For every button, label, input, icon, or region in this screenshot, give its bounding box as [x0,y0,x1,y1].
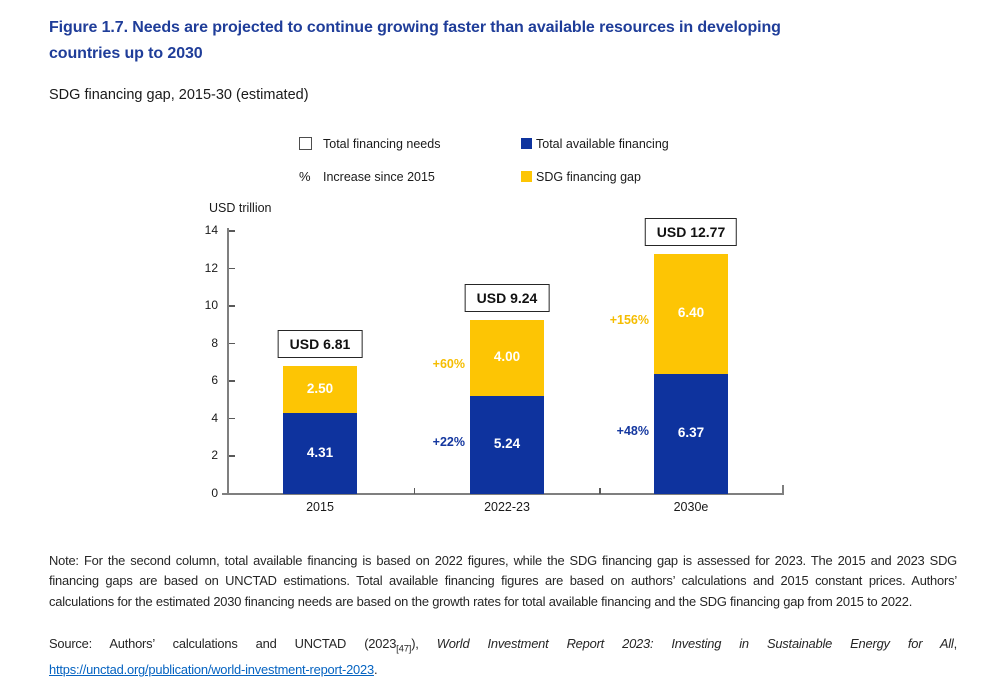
x-axis-category-label: 2015 [306,500,334,514]
legend-total-financing-needs: Total financing needs [299,136,440,151]
y-axis-tick-label: 14 [204,223,218,237]
source-hyperlink[interactable]: https://unctad.org/publication/world-inv… [49,662,374,678]
yellow-square-icon [521,171,532,182]
y-axis-tick-label: 10 [204,298,218,313]
x-axis-tick [413,488,415,494]
legend-label: Total financing needs [323,136,441,151]
source-citation-ref: [47] [396,643,412,655]
note-text: Note: For the second column, total avail… [49,553,957,609]
y-axis-tick-label: 8 [211,335,218,350]
legend-label: SDG financing gap [536,169,641,184]
y-axis-tick-label: 0 [211,486,218,500]
bar-segment-available-financing [470,395,544,494]
y-axis-tick [229,305,235,307]
total-needs-box: USD 6.81 [277,330,363,359]
figure-title-line2: countries up to 2030 [49,45,203,62]
source-work-title: World Investment Report 2023: Investing … [436,636,954,651]
y-axis-unit-label: USD trillion [209,201,272,215]
x-axis-category-label: 2030e [673,500,709,514]
bar-value-label: 2.50 [306,380,334,396]
y-axis-tick-label: 2 [211,448,218,463]
increase-label: +48% [616,424,649,439]
y-axis-tick [229,380,235,382]
bar-value-label: 4.31 [306,444,334,460]
source-link-line: https://unctad.org/publication/world-inv… [49,660,957,681]
source-after-title: , [953,636,958,651]
x-axis-end-tick [782,485,784,494]
percent-symbol-icon: % [299,169,311,184]
legend-sdg-financing-gap: SDG financing gap [521,169,641,184]
y-axis-tick [229,455,235,457]
y-axis-tick [229,417,235,420]
bar-segment-financing-gap [283,366,357,414]
source-line: Source: Authors’ calculations and UNCTAD… [49,634,957,660]
y-axis-line [227,228,229,494]
y-axis-tick [229,342,235,345]
y-axis-tick [229,267,235,270]
y-axis-tick-label: 12 [204,260,218,275]
total-needs-box: USD 9.24 [464,284,550,313]
source-after-ref: ), [411,636,437,651]
legend-label: Increase since 2015 [323,169,435,184]
legend-increase-since-2015: % Increase since 2015 [299,169,435,184]
figure-title-line1: Figure 1.7. Needs are projected to conti… [49,19,781,36]
figure-title: Figure 1.7. Needs are projected to conti… [49,15,961,67]
total-needs-box: USD 12.77 [644,218,738,247]
bar-value-label: 5.24 [493,435,521,451]
source-suffix: . [373,662,378,678]
bar-value-label: 6.37 [677,425,705,441]
figure-subtitle: SDG financing gap, 2015-30 (estimated) [49,87,309,103]
bar-segment-available-financing [654,374,728,494]
bar-value-label: 6.40 [677,305,705,321]
legend-total-available-financing: Total available financing [521,136,669,151]
y-axis-tick-label: 4 [211,410,218,425]
y-axis-tick-label: 6 [211,373,218,388]
source-prefix: Source: Authors’ calculations and UNCTAD… [49,636,397,651]
increase-label: +22% [432,434,465,449]
blue-square-icon [521,138,532,149]
legend-label: Total available financing [536,136,669,151]
bar-value-label: 4.00 [493,348,521,364]
outline-square-icon [299,137,312,150]
increase-label: +156% [609,313,649,328]
x-axis-tick [599,488,601,494]
increase-label: +60% [432,356,465,371]
bar-segment-available-financing [283,413,357,494]
x-axis-category-label: 2022-23 [484,500,530,514]
y-axis-tick [229,230,235,232]
source-block: Source: Authors’ calculations and UNCTAD… [49,634,957,681]
bar-segment-financing-gap [470,320,544,396]
bar-segment-financing-gap [654,254,728,375]
